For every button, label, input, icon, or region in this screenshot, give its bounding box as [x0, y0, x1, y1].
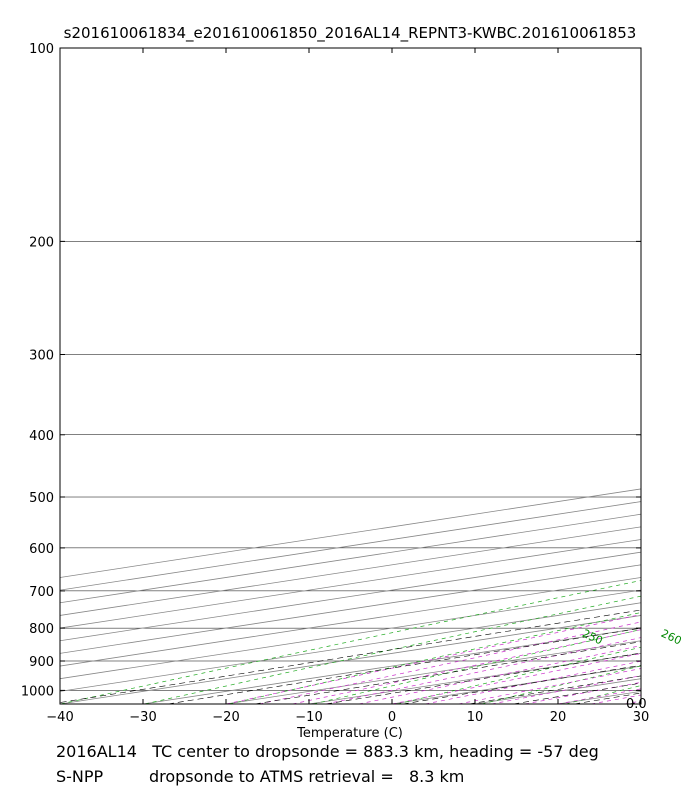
mixing-ratio-line	[254, 641, 641, 704]
moist-adiabat	[425, 660, 641, 704]
isotherm	[60, 513, 641, 604]
y-tick-label: 300	[29, 348, 54, 363]
dry-adiabat	[228, 612, 641, 704]
mixing-ratio-line	[669, 548, 700, 704]
mixing-ratio-line	[167, 627, 641, 704]
isotherm	[391, 665, 641, 704]
isotherm	[60, 577, 641, 667]
x-tick-label: 20	[550, 710, 567, 725]
isotherm	[60, 488, 641, 578]
dry-adiabat	[60, 580, 641, 704]
dry-adiabat	[144, 595, 641, 704]
x-axis-label: Temperature (C)	[296, 726, 403, 740]
y-tick-label: 200	[29, 235, 54, 250]
mixing-ratio-line	[402, 664, 641, 704]
x-tick-label: −10	[295, 710, 322, 725]
isotherm	[60, 526, 641, 616]
moist-adiabat	[591, 694, 641, 704]
y-tick-label: 100	[29, 42, 54, 57]
isotherm	[60, 589, 641, 680]
caption-distance: 2016AL14 TC center to dropsonde = 883.3 …	[56, 742, 599, 761]
x-tick-label: −30	[129, 710, 156, 725]
y-tick-label: 1000	[21, 684, 54, 699]
moist-adiabat	[358, 645, 641, 704]
isotherm	[474, 678, 641, 704]
x-tick-label: −40	[46, 710, 73, 725]
y-tick-label: 700	[29, 585, 54, 600]
skewt-chart: 0.10.41247101681216202428322502602702802…	[21, 24, 700, 740]
x-tick-label: 30	[633, 710, 650, 725]
caption-retrieval: S-NPP dropsonde to ATMS retrieval = 8.3 …	[56, 767, 465, 786]
y-tick-label: 600	[29, 542, 54, 557]
dry-adiabat-label: 260	[659, 627, 684, 648]
isotherm	[142, 627, 641, 704]
corner-label: 0.0	[626, 697, 647, 712]
chart-title: s201610061834_e201610061850_2016AL14_REP…	[64, 24, 637, 43]
isotherm	[60, 564, 641, 654]
isotherm	[60, 501, 641, 591]
y-tick-label: 500	[29, 491, 54, 506]
dry-adiabat-label: 250	[580, 627, 605, 648]
series-line	[681, 48, 700, 690]
mixing-ratio-line	[574, 692, 641, 704]
dry-adiabat	[481, 665, 641, 704]
x-tick-label: −20	[212, 710, 239, 725]
isotherm	[60, 615, 641, 704]
mixing-ratio-line	[513, 682, 641, 704]
plot-frame	[59, 47, 642, 705]
dry-adiabat	[565, 685, 641, 704]
moist-adiabat	[259, 621, 641, 704]
dry-adiabat	[397, 646, 641, 704]
isotherm	[557, 690, 641, 704]
moist-adiabat	[391, 653, 641, 704]
moist-adiabat	[292, 629, 641, 704]
moist-adiabat	[225, 614, 641, 704]
y-tick-label: 900	[29, 655, 54, 670]
isotherm	[60, 539, 641, 629]
dry-adiabat	[650, 48, 700, 704]
isotherm	[60, 551, 641, 642]
mixing-ratio-line	[468, 675, 641, 704]
isotherm	[225, 640, 641, 704]
x-tick-label: 0	[388, 710, 396, 725]
x-tick-label: 10	[467, 710, 484, 725]
isotherm	[60, 602, 641, 692]
y-tick-label: 400	[29, 429, 54, 444]
moist-adiabat	[691, 241, 700, 704]
mixing-ratio-line	[60, 609, 641, 703]
y-tick-label: 800	[29, 622, 54, 637]
isotherm	[640, 703, 641, 704]
